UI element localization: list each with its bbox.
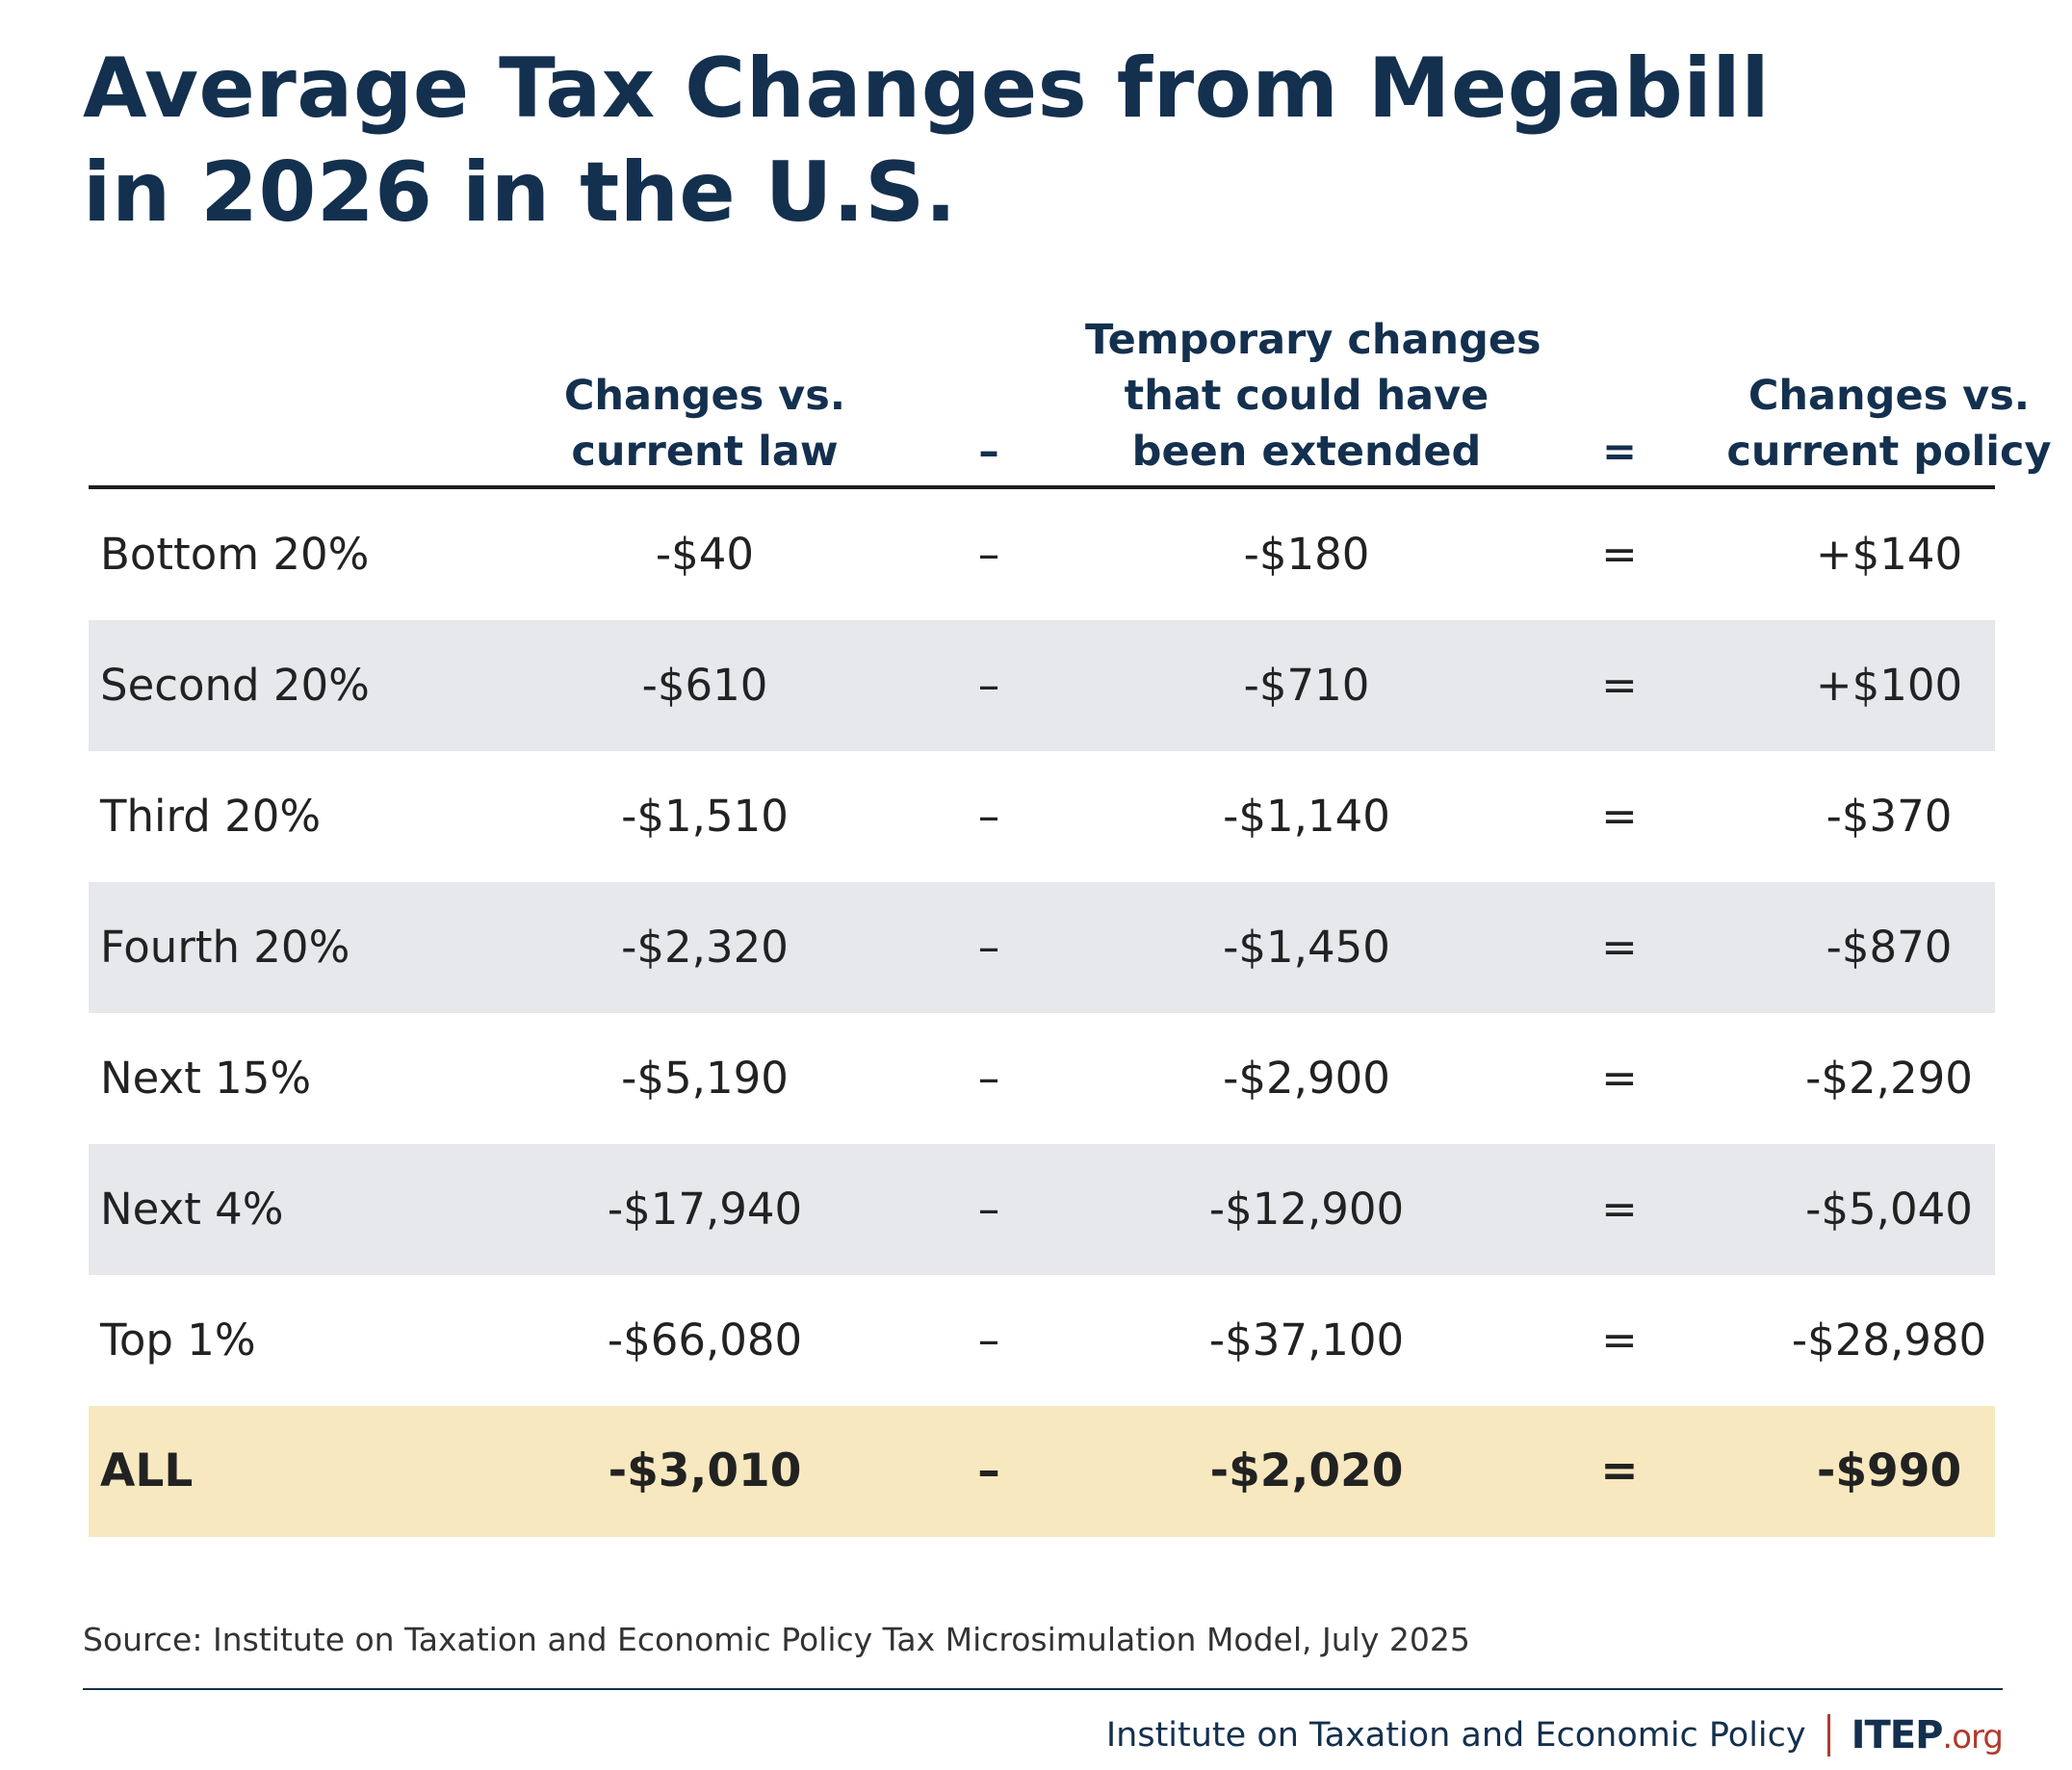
equals-operator: = (1601, 1184, 1638, 1235)
header-temporary-changes: Temporary changes that could have been e… (1085, 312, 1541, 480)
header-minus-operator: – (978, 428, 999, 476)
row-label: Second 20% (100, 660, 370, 711)
table-row: Next 15% -$5,190 – -$2,900 = -$2,290 (89, 1013, 1995, 1144)
temporary-value: -$1,450 (1223, 922, 1390, 973)
current-law-value: -$17,940 (607, 1184, 803, 1235)
itep-logo: ITEP.org (1851, 1713, 2004, 1757)
header-temporary-line-2: that could have (1124, 372, 1489, 420)
equals-operator: = (1600, 1445, 1639, 1497)
header-current-policy: Changes vs. current policy (1696, 368, 2072, 480)
header-current-law-line-2: current law (571, 428, 839, 476)
temporary-value: -$2,900 (1223, 1053, 1390, 1104)
header-equals-operator: = (1601, 428, 1638, 476)
chart-title: Average Tax Changes from Megabill in 202… (83, 37, 1912, 245)
row-label: Next 4% (100, 1184, 284, 1235)
table-row: Third 20% -$1,510 – -$1,140 = -$370 (89, 751, 1995, 882)
equals-operator: = (1601, 922, 1638, 973)
current-policy-value: -$370 (1826, 791, 1953, 842)
minus-operator: – (977, 922, 1000, 973)
minus-operator: – (977, 1314, 1000, 1366)
current-law-value: -$66,080 (607, 1314, 803, 1366)
table-row: Fourth 20% -$2,320 – -$1,450 = -$870 (89, 882, 1995, 1013)
row-label: Third 20% (100, 791, 322, 842)
current-policy-value: -$5,040 (1805, 1184, 1973, 1235)
current-policy-value: +$100 (1815, 660, 1963, 711)
row-label: Fourth 20% (100, 922, 350, 973)
row-label: Bottom 20% (100, 529, 370, 580)
minus-operator: – (977, 1053, 1000, 1104)
equals-operator: = (1601, 660, 1638, 711)
header-temporary-line-1: Temporary changes (1085, 316, 1541, 364)
table-row: Next 4% -$17,940 – -$12,900 = -$5,040 (89, 1144, 1995, 1275)
header-temporary-line-3: been extended (1131, 428, 1482, 476)
header-current-policy-line-1: Changes vs. (1748, 372, 2031, 420)
header-current-law: Changes vs. current law (512, 368, 897, 480)
header-current-law-line-1: Changes vs. (563, 372, 846, 420)
current-policy-value: -$870 (1826, 922, 1953, 973)
table-row: Second 20% -$610 – -$710 = +$100 (89, 620, 1995, 751)
table-header: Changes vs. current law – Temporary chan… (89, 306, 2052, 489)
row-label: Next 15% (100, 1053, 312, 1104)
minus-operator: – (977, 660, 1000, 711)
row-label: Top 1% (100, 1314, 256, 1366)
current-law-value: -$40 (655, 529, 755, 580)
footer-divider (83, 1688, 2003, 1690)
minus-operator: – (977, 529, 1000, 580)
equals-operator: = (1601, 791, 1638, 842)
minus-operator: – (977, 791, 1000, 842)
temporary-value: -$37,100 (1208, 1314, 1405, 1366)
current-policy-value: +$140 (1815, 529, 1963, 580)
row-label: ALL (100, 1445, 194, 1497)
temporary-value: -$710 (1243, 660, 1370, 711)
current-law-value: -$1,510 (621, 791, 789, 842)
footer-separator (1826, 1714, 1830, 1757)
header-current-policy-line-2: current policy (1726, 428, 2052, 476)
footer: Institute on Taxation and Economic Polic… (1105, 1706, 2004, 1764)
table-row: Top 1% -$66,080 – -$37,100 = -$28,980 (89, 1275, 1995, 1406)
equals-operator: = (1601, 1314, 1638, 1366)
temporary-value: -$12,900 (1208, 1184, 1405, 1235)
equals-operator: = (1601, 1053, 1638, 1104)
org-name: Institute on Taxation and Economic Polic… (1105, 1716, 1806, 1755)
source-note: Source: Institute on Taxation and Econom… (83, 1621, 1470, 1658)
total-row: ALL -$3,010 – -$2,020 = -$990 (89, 1406, 1995, 1537)
current-law-value: -$3,010 (608, 1445, 802, 1497)
title-line-2: in 2026 in the U.S. (83, 144, 957, 241)
minus-operator: – (977, 1184, 1000, 1235)
logo-tld: .org (1942, 1718, 2004, 1757)
temporary-value: -$2,020 (1209, 1445, 1404, 1497)
current-law-value: -$5,190 (621, 1053, 789, 1104)
table-row: Bottom 20% -$40 – -$180 = +$140 (89, 489, 1995, 620)
tax-changes-table: Changes vs. current law – Temporary chan… (89, 306, 2052, 1537)
logo-main: ITEP (1851, 1713, 1944, 1757)
equals-operator: = (1601, 529, 1638, 580)
current-law-value: -$2,320 (621, 922, 789, 973)
current-policy-value: -$2,290 (1805, 1053, 1973, 1104)
current-policy-value: -$990 (1816, 1445, 1962, 1497)
title-line-1: Average Tax Changes from Megabill (83, 40, 1771, 137)
temporary-value: -$180 (1243, 529, 1370, 580)
current-policy-value: -$28,980 (1791, 1314, 1987, 1366)
current-law-value: -$610 (641, 660, 768, 711)
minus-operator: – (977, 1445, 1000, 1497)
temporary-value: -$1,140 (1223, 791, 1390, 842)
